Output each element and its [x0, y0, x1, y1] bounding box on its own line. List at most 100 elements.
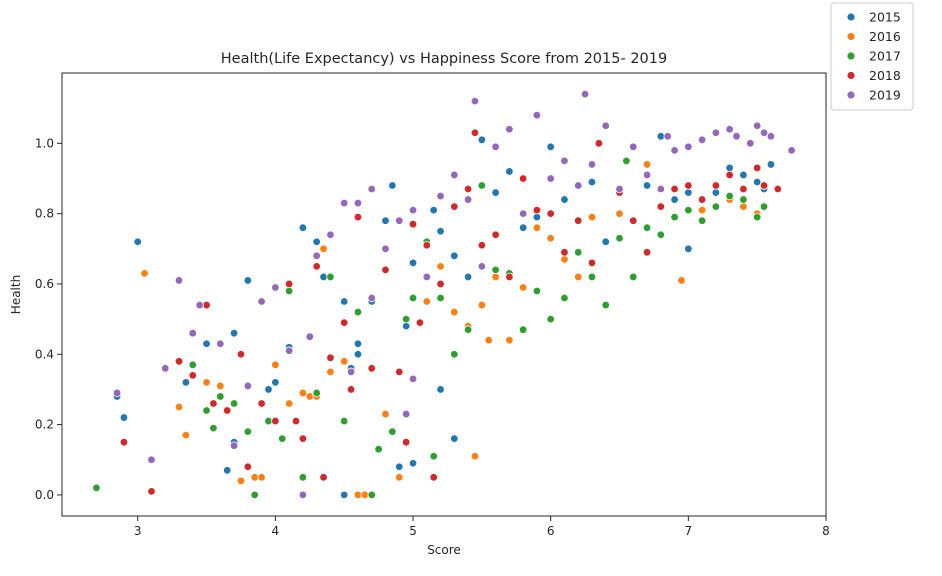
data-point	[574, 272, 583, 282]
data-point	[360, 490, 370, 500]
data-point	[264, 416, 273, 426]
data-point	[401, 314, 411, 324]
legend-label: 2018	[869, 68, 901, 83]
data-point	[587, 160, 597, 169]
data-point	[752, 163, 762, 173]
data-point	[629, 216, 638, 225]
chart-title: Health(Life Expectancy) vs Happiness Sco…	[221, 51, 667, 67]
data-point	[518, 174, 528, 183]
data-point	[408, 205, 418, 215]
legend-label: 2017	[869, 49, 901, 64]
data-points	[92, 89, 796, 500]
data-point	[739, 184, 748, 194]
data-point	[580, 89, 590, 99]
data-point	[656, 132, 666, 141]
data-point	[271, 283, 280, 292]
data-point	[209, 399, 218, 408]
legend-marker	[846, 90, 856, 100]
y-axis: 0.0 0.2 0.4 0.6 0.8 1.0	[35, 136, 62, 502]
data-point	[429, 473, 438, 482]
legend-marker	[846, 51, 856, 61]
data-point	[505, 336, 514, 345]
data-point	[353, 198, 363, 208]
data-point	[725, 170, 734, 180]
data-point	[381, 409, 390, 419]
data-point	[546, 314, 555, 324]
data-point	[560, 248, 569, 257]
data-point	[629, 272, 638, 282]
data-point	[518, 325, 528, 334]
data-point	[408, 219, 418, 229]
x-tick-label: 4	[272, 524, 280, 538]
data-point	[229, 441, 239, 450]
legend-label: 2015	[869, 10, 901, 25]
data-point	[195, 300, 204, 310]
data-point	[491, 272, 500, 282]
data-point	[395, 473, 404, 482]
data-point	[381, 244, 390, 253]
data-point	[615, 184, 624, 194]
data-point	[463, 195, 473, 204]
series-2019	[112, 89, 796, 500]
data-point	[546, 234, 555, 243]
data-point	[415, 318, 425, 327]
data-point	[339, 357, 349, 366]
data-point	[766, 132, 776, 141]
data-point	[505, 125, 514, 134]
series-2017	[92, 156, 769, 500]
data-point	[532, 212, 542, 222]
data-point	[615, 209, 624, 218]
x-tick-label: 3	[134, 524, 142, 538]
data-point	[112, 388, 122, 398]
data-point	[92, 483, 101, 493]
plot-frame	[61, 72, 827, 517]
data-point	[518, 283, 528, 292]
data-point	[284, 399, 294, 408]
data-point	[450, 350, 459, 359]
data-point	[339, 416, 349, 426]
data-point	[408, 374, 418, 384]
data-point	[642, 160, 652, 169]
x-tick-label: 7	[685, 524, 693, 538]
data-point	[711, 202, 721, 211]
data-point	[787, 146, 796, 155]
data-point	[546, 209, 555, 218]
data-point	[601, 121, 610, 130]
data-point	[670, 146, 679, 155]
data-point	[656, 230, 666, 239]
data-point	[436, 227, 445, 236]
data-point	[491, 265, 500, 275]
data-point	[532, 286, 542, 296]
data-point	[697, 135, 707, 145]
data-point	[395, 216, 404, 225]
data-point	[188, 371, 197, 380]
data-point	[312, 237, 321, 246]
data-point	[181, 378, 191, 387]
data-point	[374, 444, 383, 454]
data-point	[264, 385, 273, 394]
data-point	[236, 476, 246, 486]
data-point	[298, 473, 308, 482]
x-axis-label: Score	[427, 543, 461, 557]
data-point	[140, 269, 149, 278]
data-point	[161, 364, 170, 373]
data-point	[491, 142, 500, 152]
series-2018	[119, 128, 783, 496]
data-point	[532, 223, 542, 232]
data-point	[739, 195, 748, 204]
data-point	[711, 188, 721, 197]
data-point	[505, 272, 514, 282]
data-point	[436, 385, 445, 394]
data-point	[532, 110, 542, 120]
data-point	[291, 416, 301, 426]
data-point	[484, 336, 493, 345]
data-point	[436, 191, 445, 201]
data-point	[408, 258, 418, 268]
data-point	[739, 202, 748, 211]
data-point	[119, 437, 129, 447]
data-point	[119, 413, 129, 422]
data-point	[684, 181, 693, 190]
data-point	[560, 255, 569, 264]
data-point	[670, 195, 679, 204]
